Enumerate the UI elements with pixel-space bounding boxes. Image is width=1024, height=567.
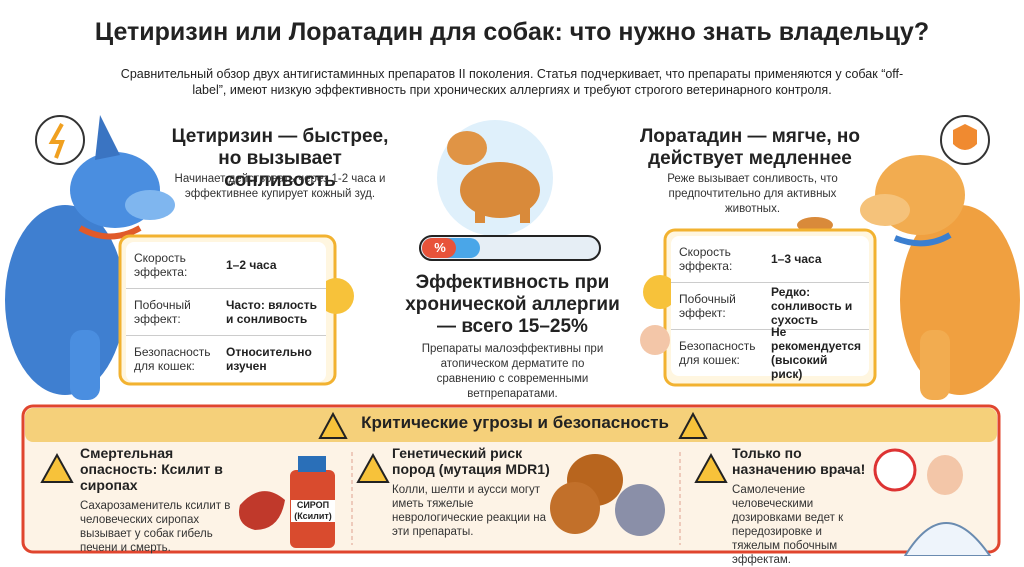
- center-description: Препараты малоэффективны при атопическом…: [421, 343, 604, 400]
- row-label: Побочный эффект:: [134, 298, 191, 326]
- row-label: Скорость эффекта:: [679, 245, 733, 273]
- warning-card: Смертельная опасность: Ксилит в сиропах …: [80, 445, 250, 554]
- right-table: Скорость эффекта: 1–3 часа Побочный эффект…: [671, 236, 869, 381]
- row-label: Безопасность для кошек:: [679, 339, 756, 367]
- bar-label: %: [434, 240, 446, 255]
- row-value: 1–2 часа: [226, 258, 277, 272]
- table-row: Безопасность для кошек: Относительно изуч…: [126, 336, 326, 382]
- left-heading: Цетиризин — быстрее, но вызывает сонливо…: [171, 126, 389, 191]
- card-heading: Только по назначению врача!: [732, 445, 866, 477]
- left-table: Скорость эффекта: 1–2 часа Побочный эффект…: [126, 242, 326, 382]
- right-description: Реже вызывает сонливость, что предпочтит…: [667, 173, 838, 215]
- table-row: Скорость эффекта: 1–2 часа: [126, 242, 326, 289]
- row-label: Побочный эффект:: [679, 292, 736, 320]
- warning-card: Только по назначению врача! Самолечение …: [732, 445, 872, 566]
- row-label: Безопасность для кошек:: [134, 345, 211, 373]
- row-value: Редко: сонливость и сухость: [771, 285, 853, 327]
- row-label: Скорость эффекта:: [134, 251, 188, 279]
- row-value: Не рекомендуется (высокий риск): [771, 325, 862, 381]
- row-value: 1–3 часа: [771, 252, 822, 266]
- right-heading: Лоратадин — мягче, но действует медленне…: [639, 126, 861, 169]
- warning-card: Генетический риск пород (мутация MDR1) К…: [392, 445, 552, 550]
- table-row: Побочный эффект: Часто: вялость и сонливо…: [126, 289, 326, 336]
- card-text: Колли, шелти и аусси могут иметь тяжелые…: [392, 484, 547, 538]
- table-row: Побочный эффект: Редко: сонливость и сухо…: [671, 283, 869, 330]
- subtitle: Сравнительный обзор двух антигистаминных…: [120, 67, 904, 97]
- card-heading: Смертельная опасность: Ксилит в сиропах: [80, 445, 223, 493]
- row-value: Часто: вялость и сонливость: [226, 298, 317, 326]
- warnings-title: Критические угрозы и безопасность: [361, 413, 669, 432]
- table-row: Безопасность для кошек: Не рекомендуется …: [671, 325, 869, 381]
- title: Цетиризин или Лоратадин для собак: что н…: [94, 18, 930, 46]
- center-heading: Эффективность при хронической аллергии —…: [405, 272, 620, 337]
- table-row: Скорость эффекта: 1–3 часа: [671, 236, 869, 283]
- card-text: Сахарозаменитель ксилит в человеческих с…: [80, 500, 231, 554]
- card-heading: Генетический риск пород (мутация MDR1): [392, 445, 550, 477]
- card-text: Самолечение человеческими дозировками ве…: [732, 484, 844, 566]
- syrup-label: СИРОП (Ксилит): [291, 500, 335, 522]
- left-description: Начинает действовать через 1-2 часа и эф…: [174, 173, 386, 200]
- row-value: Относительно изучен: [226, 345, 312, 373]
